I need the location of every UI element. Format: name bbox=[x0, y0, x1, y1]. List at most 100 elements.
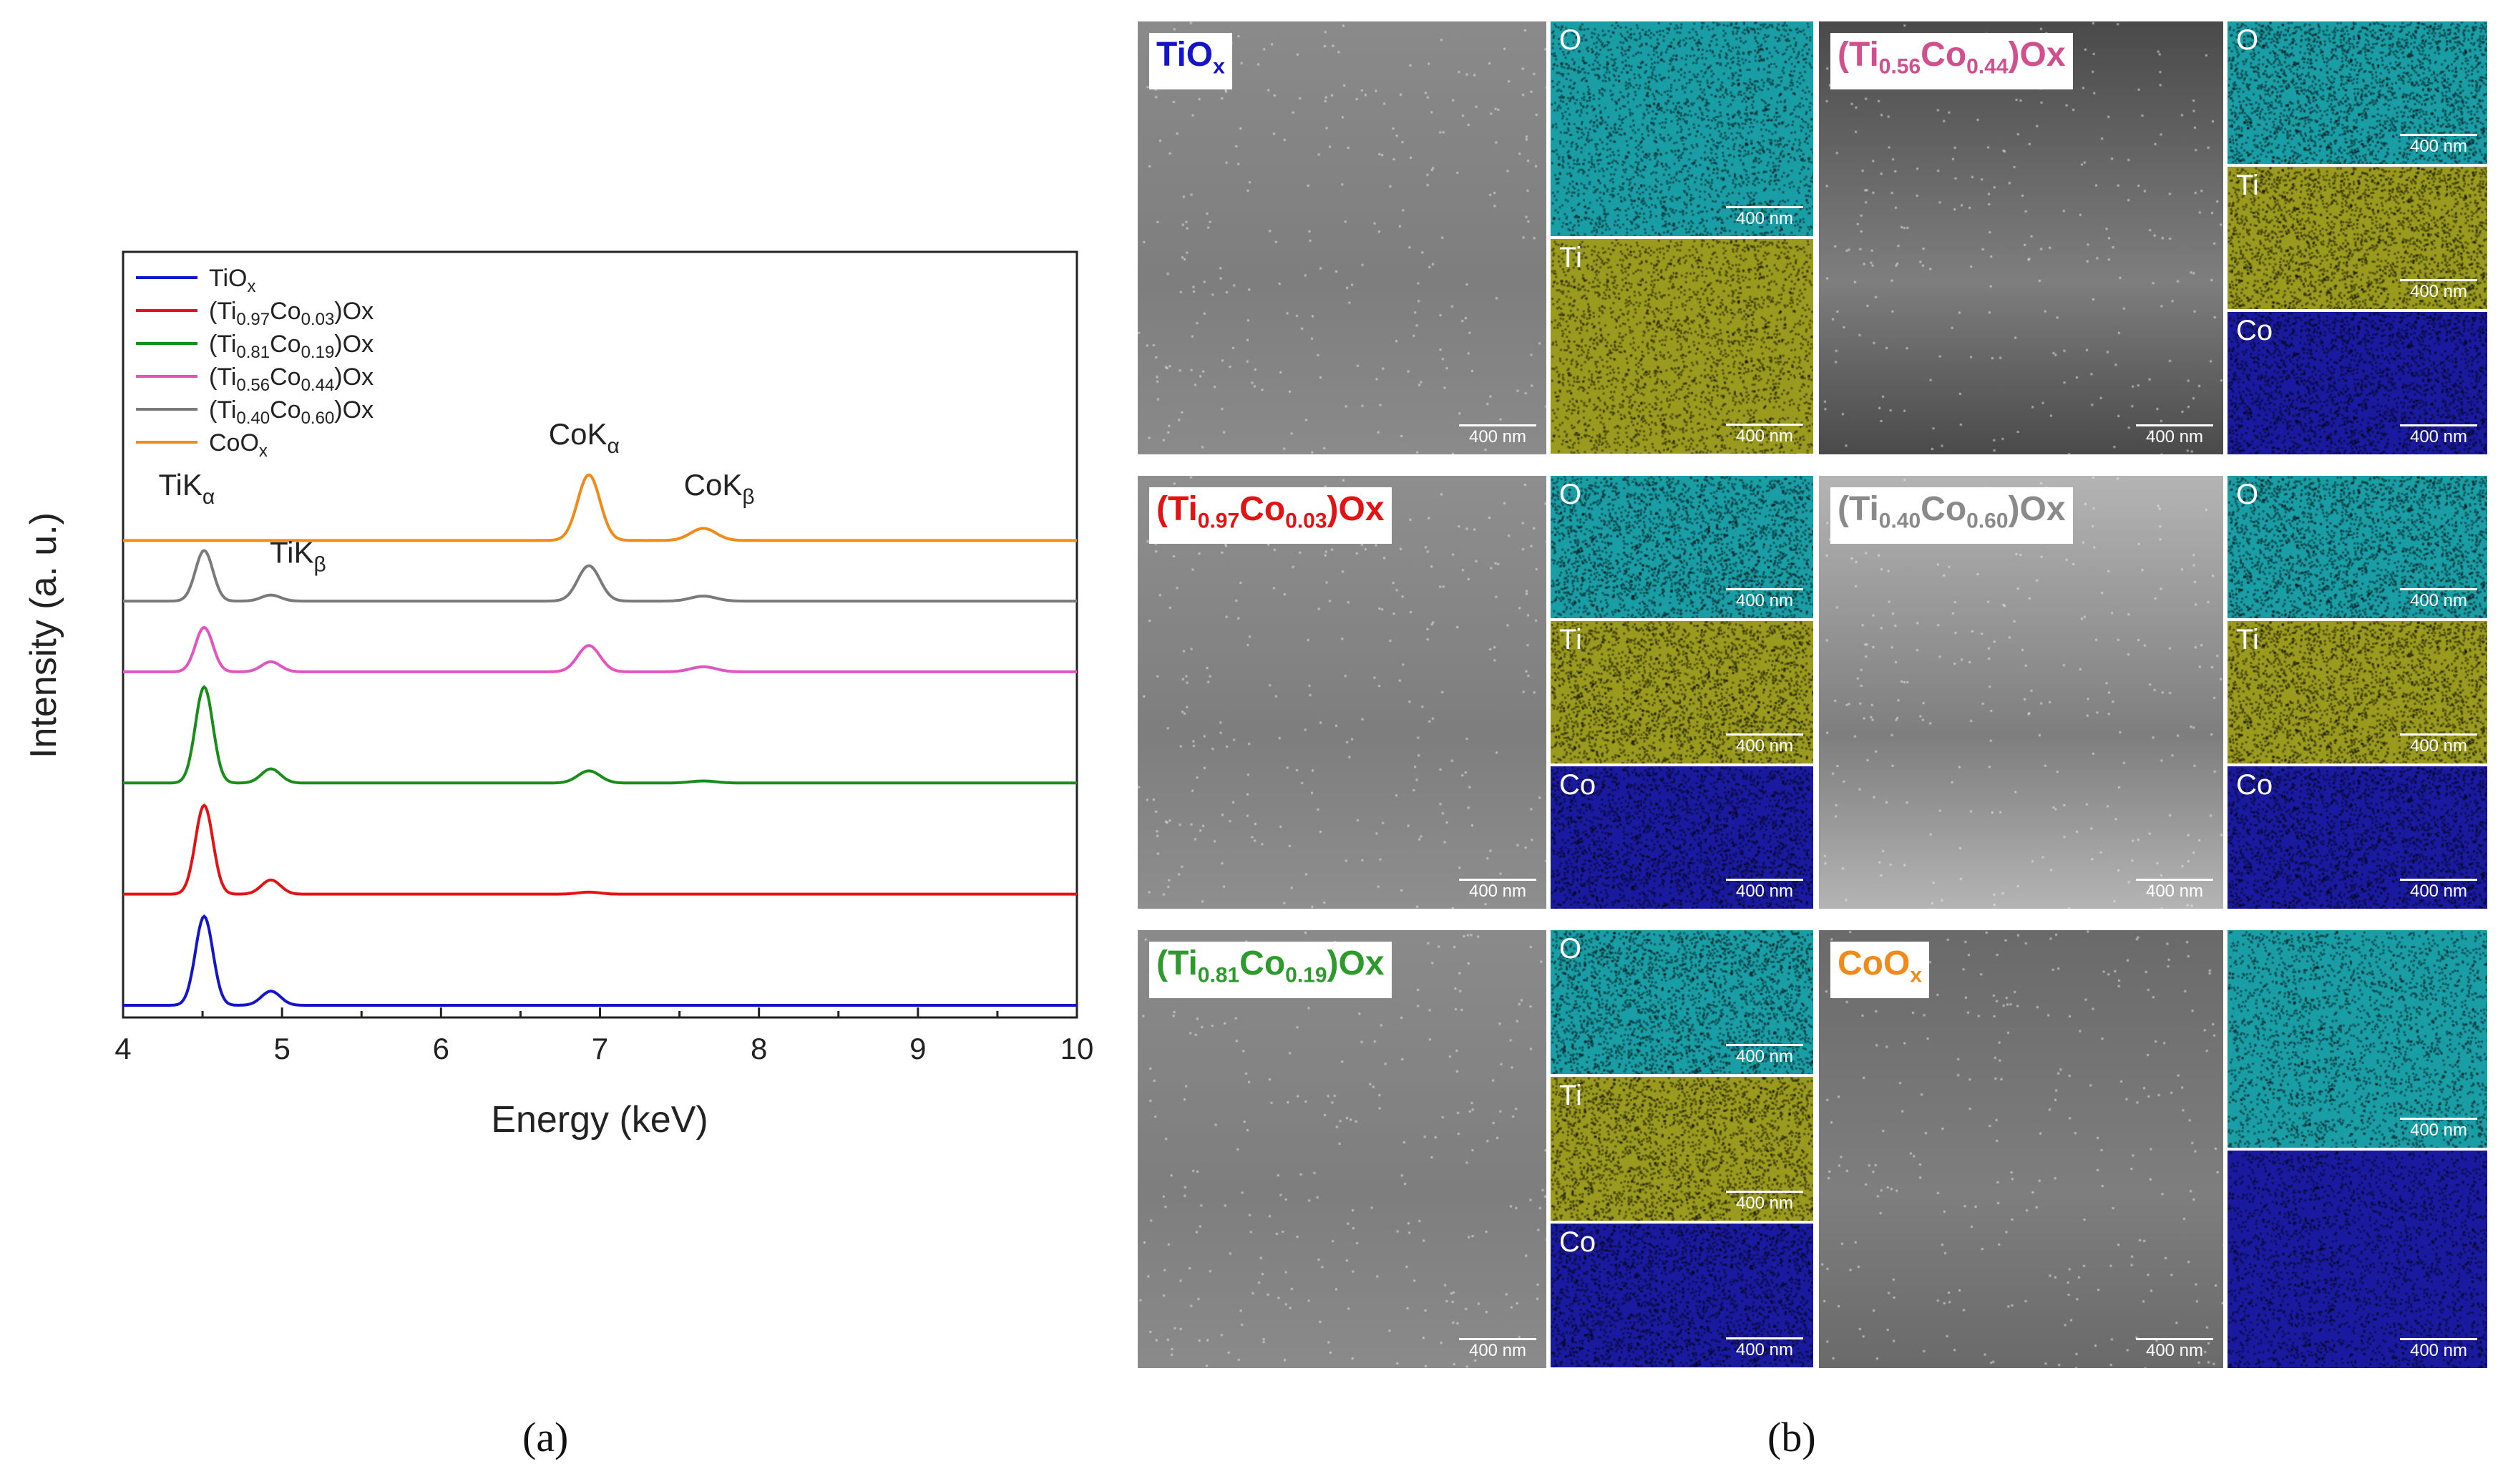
sem-image: (Ti0.81Co0.19)Ox 400 nm bbox=[1138, 930, 1546, 1368]
y-axis-label: Intensity (a. u.) bbox=[23, 512, 64, 758]
sample-label: (Ti0.81Co0.19)Ox bbox=[1149, 942, 1392, 998]
series-line-5 bbox=[123, 473, 1077, 542]
sem-image: CoOx 400 nm bbox=[1819, 930, 2223, 1368]
x-tick-label: 7 bbox=[592, 1032, 608, 1065]
legend: TiOx(Ti0.97Co0.03)Ox(Ti0.81Co0.19)Ox(Ti0… bbox=[136, 265, 374, 461]
scale-bar: 400 nm bbox=[1726, 588, 1803, 611]
eds-map-co: Co 400 nm bbox=[2228, 312, 2487, 454]
series-line-1 bbox=[123, 803, 1077, 896]
eds-map-unlabeled: 400 nm bbox=[2228, 930, 2487, 1148]
series-line-4 bbox=[123, 549, 1077, 603]
eds-map-ti: Ti 400 nm bbox=[2228, 621, 2487, 763]
scale-bar: 400 nm bbox=[2400, 424, 2477, 447]
sem-panel-ti081: (Ti0.81Co0.19)Ox 400 nm O 400 nm Ti 400 nm Co 4… bbox=[1138, 930, 1813, 1368]
scale-bar: 400 nm bbox=[1459, 879, 1536, 902]
sample-label: (Ti0.40Co0.60)Ox bbox=[1830, 487, 2073, 544]
x-tick-label: 8 bbox=[751, 1032, 767, 1065]
x-tick-label: 10 bbox=[1060, 1032, 1094, 1065]
series-line-3 bbox=[123, 625, 1077, 673]
eds-map-o: O 400 nm bbox=[1551, 21, 1813, 236]
x-tick-label: 4 bbox=[114, 1032, 131, 1065]
legend-entry: (Ti0.97Co0.03)Ox bbox=[209, 298, 374, 329]
element-label: O bbox=[2236, 479, 2259, 510]
element-label: Ti bbox=[2236, 170, 2259, 201]
scale-bar: 400 nm bbox=[1726, 1044, 1803, 1067]
eds-map-o: O 400 nm bbox=[1551, 476, 1813, 618]
eds-map-co: Co 400 nm bbox=[1551, 766, 1813, 909]
scale-bar: 400 nm bbox=[2400, 1338, 2477, 1361]
scale-bar: 400 nm bbox=[1726, 733, 1803, 756]
peak-label: CoKβ bbox=[684, 468, 755, 509]
element-label: Co bbox=[1559, 769, 1596, 801]
scale-bar: 400 nm bbox=[2400, 588, 2477, 611]
scale-bar: 400 nm bbox=[2136, 1338, 2213, 1361]
scale-bar: 400 nm bbox=[1726, 1191, 1803, 1214]
sem-image: (Ti0.56Co0.44)Ox 400 nm bbox=[1819, 21, 2223, 454]
panel-label-a: (a) bbox=[522, 1414, 569, 1460]
series-line-2 bbox=[123, 685, 1077, 785]
legend-entry: (Ti0.81Co0.19)Ox bbox=[209, 331, 374, 362]
x-tick-label: 6 bbox=[433, 1032, 449, 1065]
element-label: Ti bbox=[2236, 624, 2259, 655]
scale-bar: 400 nm bbox=[2400, 134, 2477, 157]
sample-label: CoOx bbox=[1830, 942, 1930, 998]
eds-map-o: O 400 nm bbox=[2228, 21, 2487, 164]
scale-bar: 400 nm bbox=[1726, 424, 1803, 446]
sem-image: (Ti0.97Co0.03)Ox 400 nm bbox=[1138, 476, 1546, 909]
element-label: O bbox=[1559, 479, 1582, 510]
scale-bar: 400 nm bbox=[2136, 879, 2213, 902]
peak-label: CoKα bbox=[549, 417, 620, 458]
peak-annotations: TiKα TiKβ CoKα CoKβ bbox=[158, 417, 754, 576]
x-tick-label: 5 bbox=[273, 1032, 290, 1065]
scale-bar: 400 nm bbox=[1726, 1337, 1803, 1360]
legend-entry: (Ti0.40Co0.60)Ox bbox=[209, 396, 374, 428]
eds-map-co: Co 400 nm bbox=[2228, 766, 2487, 909]
eds-map-ti: Ti 400 nm bbox=[1551, 1077, 1813, 1221]
peak-label: TiKβ bbox=[270, 535, 326, 576]
element-label: O bbox=[1559, 24, 1582, 56]
series-line-0 bbox=[123, 914, 1077, 1007]
scale-bar: 400 nm bbox=[2400, 879, 2477, 902]
sem-panel-ti040: (Ti0.40Co0.60)Ox 400 nm O 400 nm Ti 400 nm Co 4… bbox=[1819, 476, 2487, 909]
element-label: Co bbox=[2236, 315, 2273, 346]
x-axis-ticks: 4 5 6 7 8 9 10 bbox=[114, 1007, 1093, 1065]
scale-bar: 400 nm bbox=[2400, 733, 2477, 756]
scale-bar: 400 nm bbox=[1726, 206, 1803, 229]
element-label: Co bbox=[1559, 1226, 1596, 1258]
eds-map-ti: Ti 400 nm bbox=[2228, 167, 2487, 309]
eds-spectra-chart: 4 5 6 7 8 9 10 TiKα TiKβ CoKα CoKβ TiOx(Ti0.97Co0… bbox=[23, 250, 1093, 1141]
x-tick-label: 9 bbox=[909, 1032, 926, 1065]
element-label: Co bbox=[2236, 769, 2273, 801]
element-label: Ti bbox=[1559, 1080, 1582, 1111]
legend-entry: (Ti0.56Co0.44)Ox bbox=[209, 363, 374, 395]
element-label: O bbox=[1559, 933, 1582, 965]
sample-label: TiOx bbox=[1149, 33, 1232, 89]
element-label: Ti bbox=[1559, 624, 1582, 655]
sample-label: (Ti0.56Co0.44)Ox bbox=[1830, 33, 2073, 89]
eds-map-o: O 400 nm bbox=[1551, 930, 1813, 1074]
scale-bar: 400 nm bbox=[2400, 279, 2477, 302]
panel-label-b: (b) bbox=[1767, 1414, 1816, 1460]
x-axis-label: Energy (keV) bbox=[491, 1099, 708, 1141]
element-label: Ti bbox=[1559, 242, 1582, 273]
sample-label: (Ti0.97Co0.03)Ox bbox=[1149, 487, 1392, 544]
plot-frame bbox=[122, 250, 1078, 1019]
legend-entry: TiOx bbox=[209, 265, 256, 296]
sem-image: (Ti0.40Co0.60)Ox 400 nm bbox=[1819, 476, 2223, 909]
scale-bar: 400 nm bbox=[2400, 1118, 2477, 1141]
scale-bar: 400 nm bbox=[1459, 1338, 1536, 1361]
scale-bar: 400 nm bbox=[1459, 424, 1536, 447]
scale-bar: 400 nm bbox=[2136, 424, 2213, 447]
eds-map-o: O 400 nm bbox=[2228, 476, 2487, 618]
eds-map-co: Co 400 nm bbox=[1551, 1224, 1813, 1367]
eds-map-ti: Ti 400 nm bbox=[1551, 239, 1813, 454]
element-label: O bbox=[2236, 24, 2259, 56]
series-lines bbox=[123, 473, 1077, 1007]
scale-bar: 400 nm bbox=[1726, 879, 1803, 902]
sem-panel-tiox: TiOx 400 nm O 400 nm Ti 400 nm bbox=[1138, 21, 1813, 454]
legend-entry: CoOx bbox=[209, 429, 268, 461]
eds-map-ti: Ti 400 nm bbox=[1551, 621, 1813, 763]
eds-map-unlabeled: 400 nm bbox=[2228, 1151, 2487, 1368]
sem-panel-ti056: (Ti0.56Co0.44)Ox 400 nm O 400 nm Ti 400 nm Co 4… bbox=[1819, 21, 2487, 454]
sem-image: TiOx 400 nm bbox=[1138, 21, 1546, 454]
